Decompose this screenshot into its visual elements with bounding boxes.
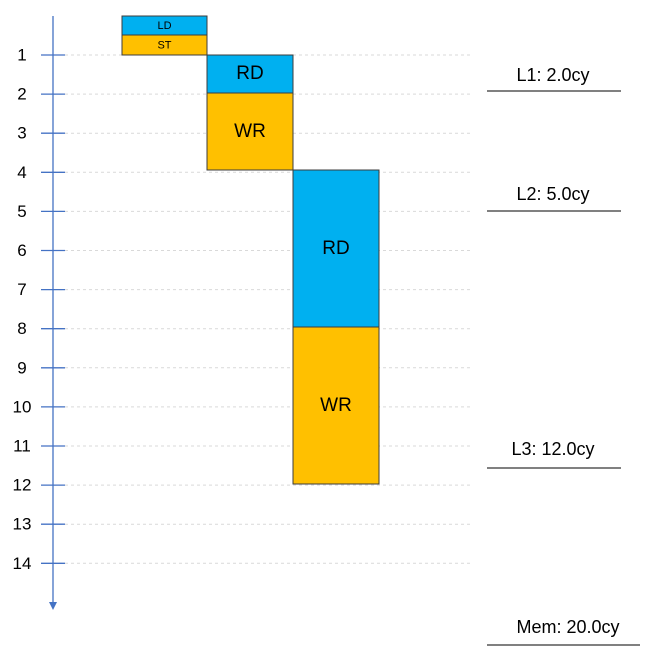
l2-read-block xyxy=(292,169,380,328)
time-axis-tick-label: 5 xyxy=(17,202,26,221)
time-axis-tick-label: 11 xyxy=(13,436,31,455)
l1-write-label: WR xyxy=(234,121,266,142)
time-axis-tick-label: 9 xyxy=(17,358,26,377)
st-block xyxy=(121,34,208,56)
l2-read-label: RD xyxy=(322,238,349,259)
time-axis-tick-label: 3 xyxy=(17,124,26,143)
time-axis-tick-label: 2 xyxy=(17,85,26,104)
time-axis-tick-label: 10 xyxy=(13,397,32,416)
l1-latency-label: L1: 2.0cy xyxy=(516,65,589,85)
l2-latency-label: L2: 5.0cy xyxy=(516,184,589,204)
st-label: ST xyxy=(157,39,171,51)
latency-labels: L1: 2.0cy L2: 5.0cy L3: 12.0cy Mem: 20.0… xyxy=(487,65,640,646)
ld-label: LD xyxy=(157,20,171,32)
time-axis-tick-label: 12 xyxy=(13,476,32,495)
time-axis xyxy=(49,16,57,610)
time-axis-tick-label: 6 xyxy=(17,241,26,260)
operation-blocks: LD ST RD WR RD WR xyxy=(121,15,380,485)
time-axis-tick-label: 1 xyxy=(17,45,26,64)
time-axis-tick-label: 7 xyxy=(17,280,26,299)
time-axis-arrowhead xyxy=(49,602,57,610)
l1-write-block xyxy=(206,92,294,171)
l2-write-label: WR xyxy=(320,395,352,416)
l2-write-block xyxy=(292,326,380,485)
mem-latency-label: Mem: 20.0cy xyxy=(516,617,619,637)
time-axis-tick-label: 14 xyxy=(13,554,32,573)
l1-read-block xyxy=(206,54,294,94)
time-axis-tick-label: 8 xyxy=(17,319,26,338)
l3-latency-label: L3: 12.0cy xyxy=(511,439,594,459)
l1-read-label: RD xyxy=(236,63,263,84)
time-axis-tick-label: 13 xyxy=(13,515,32,534)
time-axis-tick-label: 4 xyxy=(17,163,26,182)
